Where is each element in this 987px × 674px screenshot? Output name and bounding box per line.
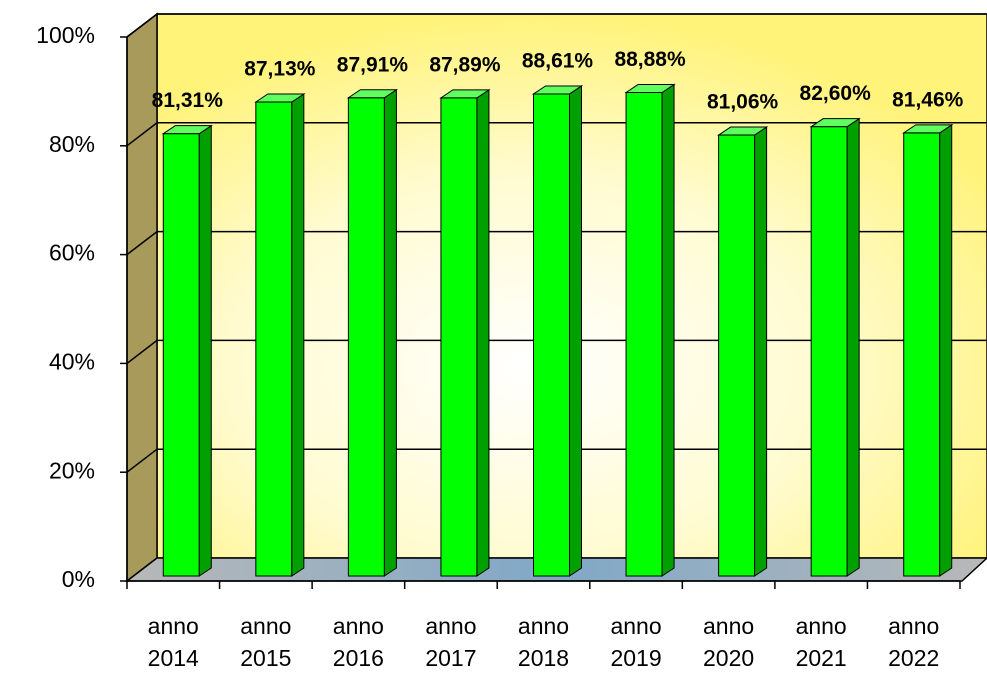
grid-line	[126, 122, 987, 147]
bar	[625, 91, 663, 577]
x-tick-label: anno 2015	[240, 613, 292, 671]
x-tick-label: anno 2016	[332, 613, 384, 671]
bar-side	[383, 88, 397, 577]
y-tick-label: 20%	[49, 457, 95, 483]
y-tick-label: 60%	[49, 240, 95, 266]
grid-line	[126, 339, 987, 364]
bar-top	[624, 83, 676, 93]
bar	[162, 133, 200, 577]
x-tick-label: anno 2019	[610, 613, 662, 671]
value-label: 87,89%	[429, 53, 501, 76]
bar-side	[939, 123, 953, 577]
value-label: 87,13%	[244, 58, 316, 81]
bar-side	[661, 83, 675, 577]
x-tick-label: anno 2014	[147, 613, 199, 671]
grid-line	[126, 448, 987, 473]
grid-line	[126, 230, 987, 256]
value-label: 81,46%	[892, 88, 964, 111]
x-tick-label: anno 2018	[517, 613, 570, 671]
bar-side	[569, 85, 582, 577]
bar	[533, 93, 570, 577]
bar-top	[902, 124, 954, 134]
x-tick-label: anno 2021	[795, 613, 847, 671]
bar	[255, 101, 293, 577]
bar-top	[346, 89, 399, 99]
bar	[903, 132, 941, 577]
bar-side	[476, 88, 490, 577]
x-tick-label: anno 2020	[703, 613, 755, 671]
bar-top	[161, 125, 213, 135]
bar-top	[254, 93, 306, 103]
grid-line	[126, 13, 987, 38]
bar-side	[846, 117, 860, 577]
bar-side	[754, 126, 768, 577]
bar	[718, 134, 756, 577]
bar-top	[809, 118, 861, 128]
y-tick-label: 80%	[49, 131, 95, 157]
bar-top	[439, 89, 491, 99]
value-label: 87,91%	[337, 53, 409, 76]
y-tick-label: 0%	[62, 566, 95, 592]
bar-side	[198, 124, 212, 577]
value-label: 81,31%	[152, 89, 224, 112]
value-label: 88,88%	[614, 48, 686, 71]
x-tick-label: anno 2017	[425, 613, 477, 671]
x-tick-label: anno 2022	[888, 613, 940, 671]
bar	[440, 97, 478, 577]
y-tick-label: 40%	[49, 348, 95, 374]
bar-top	[716, 126, 769, 136]
value-label: 81,06%	[707, 91, 779, 114]
value-label: 88,61%	[522, 50, 594, 73]
bar-top	[531, 85, 584, 95]
y-tick-label: 100%	[36, 22, 95, 48]
value-label: 82,60%	[800, 82, 872, 105]
bar-side	[291, 93, 305, 577]
bar	[347, 97, 385, 577]
bar	[810, 126, 848, 577]
